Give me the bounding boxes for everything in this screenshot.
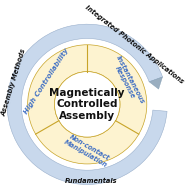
Polygon shape bbox=[149, 77, 163, 89]
Text: Integrated Photonic Applications: Integrated Photonic Applications bbox=[84, 4, 185, 84]
Text: Instantaneous
Response: Instantaneous Response bbox=[109, 54, 146, 108]
Text: Non-contact
Manipulation: Non-contact Manipulation bbox=[63, 133, 112, 169]
Circle shape bbox=[54, 72, 120, 137]
Wedge shape bbox=[28, 45, 147, 164]
Wedge shape bbox=[7, 24, 167, 184]
Text: Fundamentals: Fundamentals bbox=[65, 178, 118, 184]
Text: High Controllability: High Controllability bbox=[23, 47, 70, 115]
Text: Magnetically
Controlled
Assembly: Magnetically Controlled Assembly bbox=[50, 88, 125, 121]
Text: Assembly Methods: Assembly Methods bbox=[1, 47, 27, 117]
